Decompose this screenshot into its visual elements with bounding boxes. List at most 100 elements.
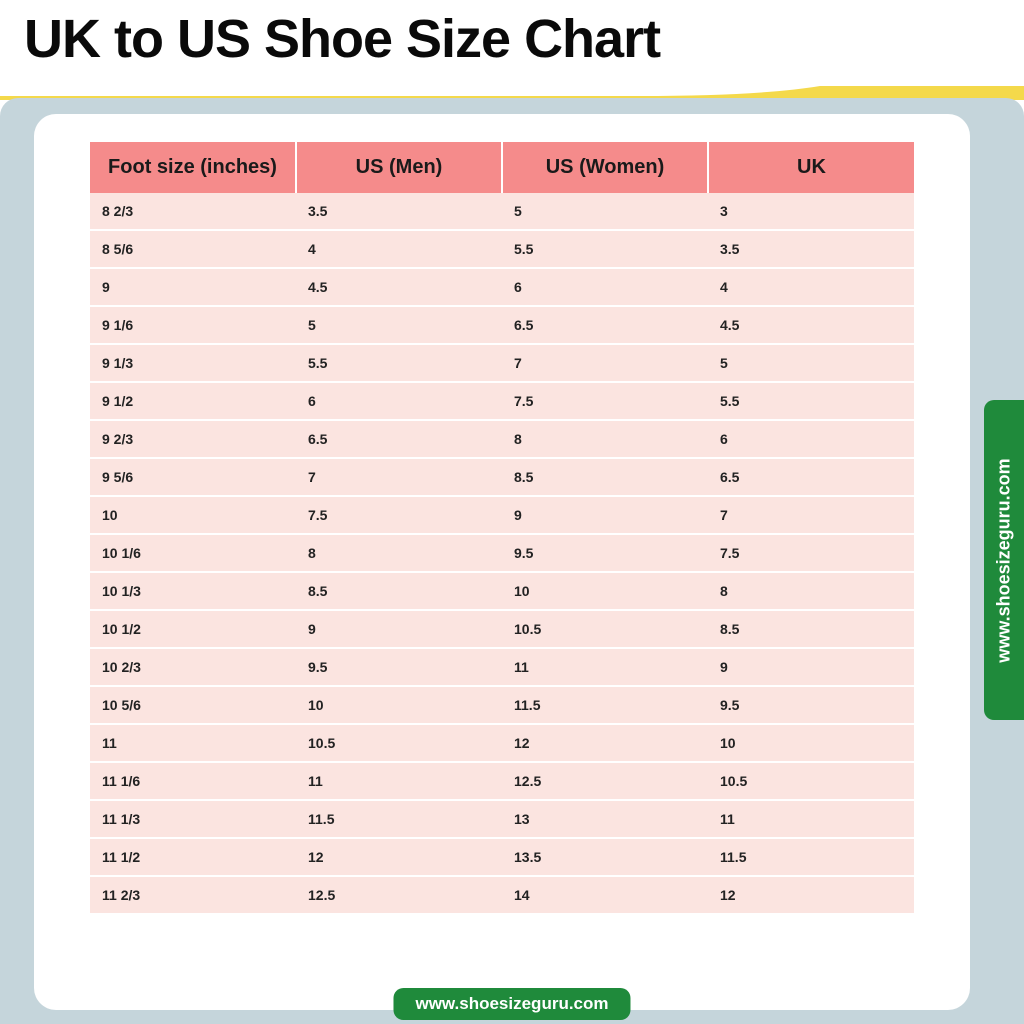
- table-cell: 9 1/3: [90, 344, 296, 382]
- table-cell: 6.5: [708, 458, 914, 496]
- table-cell: 8.5: [708, 610, 914, 648]
- table-cell: 10 1/2: [90, 610, 296, 648]
- table-cell: 8: [296, 534, 502, 572]
- table-row: 1110.51210: [90, 724, 914, 762]
- table-cell: 9 1/6: [90, 306, 296, 344]
- table-cell: 6: [502, 268, 708, 306]
- table-cell: 13.5: [502, 838, 708, 876]
- table-row: 10 1/689.57.5: [90, 534, 914, 572]
- table-cell: 6.5: [296, 420, 502, 458]
- table-row: 11 1/21213.511.5: [90, 838, 914, 876]
- table-cell: 9: [708, 648, 914, 686]
- table-cell: 9.5: [296, 648, 502, 686]
- table-row: 9 1/656.54.5: [90, 306, 914, 344]
- table-row: 8 2/33.553: [90, 193, 914, 230]
- table-cell: 8 2/3: [90, 193, 296, 230]
- table-cell: 11: [708, 800, 914, 838]
- table-cell: 4.5: [296, 268, 502, 306]
- table-cell: 7: [296, 458, 502, 496]
- table-cell: 11 2/3: [90, 876, 296, 914]
- table-cell: 7.5: [708, 534, 914, 572]
- table-cell: 9: [296, 610, 502, 648]
- table-cell: 8 5/6: [90, 230, 296, 268]
- table-cell: 9.5: [708, 686, 914, 724]
- table-cell: 11: [90, 724, 296, 762]
- table-cell: 5.5: [502, 230, 708, 268]
- table-cell: 11.5: [502, 686, 708, 724]
- accent-bar: [0, 84, 1024, 98]
- table-cell: 14: [502, 876, 708, 914]
- table-cell: 3.5: [708, 230, 914, 268]
- table-cell: 4.5: [708, 306, 914, 344]
- table-body: 8 2/33.5538 5/645.53.594.5649 1/656.54.5…: [90, 193, 914, 914]
- table-cell: 9 2/3: [90, 420, 296, 458]
- table-cell: 12.5: [296, 876, 502, 914]
- table-cell: 11: [296, 762, 502, 800]
- size-table: Foot size (inches)US (Men)US (Women)UK 8…: [90, 142, 914, 915]
- table-cell: 10: [708, 724, 914, 762]
- table-cell: 12: [502, 724, 708, 762]
- table-cell: 7: [502, 344, 708, 382]
- table-cell: 10.5: [708, 762, 914, 800]
- table-cell: 10.5: [502, 610, 708, 648]
- table-cell: 6: [296, 382, 502, 420]
- table-row: 10 2/39.5119: [90, 648, 914, 686]
- table-column-header: Foot size (inches): [90, 142, 296, 193]
- table-cell: 9 1/2: [90, 382, 296, 420]
- table-cell: 10: [296, 686, 502, 724]
- table-cell: 10.5: [296, 724, 502, 762]
- table-cell: 9: [90, 268, 296, 306]
- bottom-website-badge: www.shoesizeguru.com: [393, 988, 630, 1020]
- table-cell: 5.5: [708, 382, 914, 420]
- table-row: 94.564: [90, 268, 914, 306]
- table-cell: 5.5: [296, 344, 502, 382]
- table-cell: 10: [90, 496, 296, 534]
- table-cell: 11: [502, 648, 708, 686]
- table-cell: 12.5: [502, 762, 708, 800]
- table-cell: 9.5: [502, 534, 708, 572]
- table-cell: 12: [296, 838, 502, 876]
- side-website-badge: www.shoesizeguru.com: [984, 400, 1024, 720]
- table-cell: 5: [296, 306, 502, 344]
- table-row: 107.597: [90, 496, 914, 534]
- table-cell: 10 5/6: [90, 686, 296, 724]
- table-row: 10 5/61011.59.5: [90, 686, 914, 724]
- table-cell: 7: [708, 496, 914, 534]
- table-cell: 8: [502, 420, 708, 458]
- table-cell: 7.5: [296, 496, 502, 534]
- table-card: Foot size (inches)US (Men)US (Women)UK 8…: [34, 114, 970, 1010]
- page-title: UK to US Shoe Size Chart: [24, 8, 660, 70]
- side-website-text: www.shoesizeguru.com: [994, 458, 1015, 662]
- table-header: Foot size (inches)US (Men)US (Women)UK: [90, 142, 914, 193]
- table-cell: 11.5: [296, 800, 502, 838]
- table-cell: 10 1/6: [90, 534, 296, 572]
- table-cell: 3: [708, 193, 914, 230]
- table-row: 10 1/38.5108: [90, 572, 914, 610]
- table-cell: 12: [708, 876, 914, 914]
- bottom-website-text: www.shoesizeguru.com: [415, 994, 608, 1013]
- table-cell: 7.5: [502, 382, 708, 420]
- table-cell: 10 2/3: [90, 648, 296, 686]
- table-column-header: US (Men): [296, 142, 502, 193]
- table-cell: 9 5/6: [90, 458, 296, 496]
- table-cell: 4: [708, 268, 914, 306]
- table-cell: 9: [502, 496, 708, 534]
- table-cell: 11 1/3: [90, 800, 296, 838]
- table-row: 9 2/36.586: [90, 420, 914, 458]
- table-cell: 11.5: [708, 838, 914, 876]
- table-row: 8 5/645.53.5: [90, 230, 914, 268]
- table-row: 9 1/35.575: [90, 344, 914, 382]
- table-cell: 13: [502, 800, 708, 838]
- table-cell: 8.5: [296, 572, 502, 610]
- table-cell: 10: [502, 572, 708, 610]
- table-cell: 5: [502, 193, 708, 230]
- table-cell: 3.5: [296, 193, 502, 230]
- table-cell: 8: [708, 572, 914, 610]
- table-column-header: UK: [708, 142, 914, 193]
- table-row: 9 5/678.56.5: [90, 458, 914, 496]
- table-cell: 10 1/3: [90, 572, 296, 610]
- table-row: 11 2/312.51412: [90, 876, 914, 914]
- table-row: 11 1/61112.510.5: [90, 762, 914, 800]
- table-cell: 11 1/6: [90, 762, 296, 800]
- table-cell: 6.5: [502, 306, 708, 344]
